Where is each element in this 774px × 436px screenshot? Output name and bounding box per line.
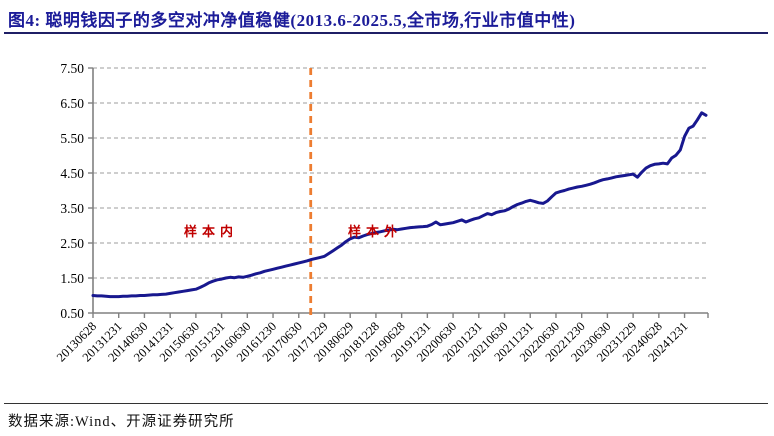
data-source: 数据来源:Wind、开源证券研究所: [8, 414, 235, 430]
y-tick-label: 2.50: [60, 236, 84, 251]
y-tick-label: 1.50: [60, 271, 84, 286]
y-tick-label: 4.50: [60, 166, 84, 181]
figure-title: 图4: 聪明钱因子的多空对冲净值稳健(2013.6-2025.5,全市场,行业市…: [8, 11, 576, 30]
net-value-series: [91, 111, 708, 299]
y-tick-label: 7.50: [60, 61, 84, 76]
y-tick-label: 3.50: [60, 201, 84, 216]
annotation-out-sample: 样本外: [348, 224, 403, 239]
title-underline: [4, 32, 768, 34]
y-tick-label: 6.50: [60, 96, 84, 111]
y-tick-label: 5.50: [60, 131, 84, 146]
y-tick-label: 0.50: [60, 306, 84, 321]
line-chart: 7.506.505.504.503.502.501.500.5020130628…: [54, 61, 709, 364]
annotation-in-sample: 样本内: [184, 224, 239, 239]
footer-divider: [4, 403, 768, 404]
chart-area: 7.50 6.50 5.50 4.50 3.50 2.50 1.50 0.50 20130628…: [0, 36, 774, 400]
